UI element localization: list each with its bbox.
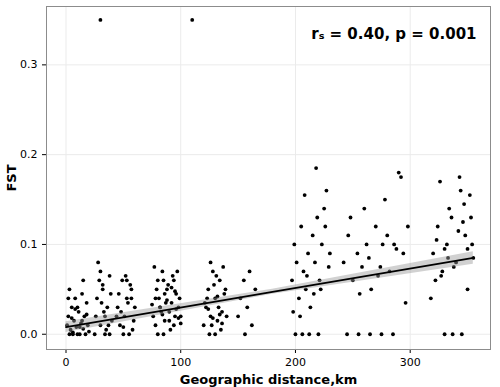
svg-text:100: 100 [170,356,191,369]
svg-text:FST: FST [4,164,19,191]
svg-text:0.2: 0.2 [20,148,38,161]
svg-text:0.0: 0.0 [20,328,38,341]
svg-text:rₛ = 0.40, p = 0.001: rₛ = 0.40, p = 0.001 [311,25,476,43]
svg-text:300: 300 [400,356,421,369]
svg-text:0.1: 0.1 [20,238,38,251]
svg-text:0.3: 0.3 [20,58,38,71]
svg-text:Geographic distance,km: Geographic distance,km [180,372,358,387]
svg-text:200: 200 [285,356,306,369]
svg-text:0: 0 [63,356,70,369]
